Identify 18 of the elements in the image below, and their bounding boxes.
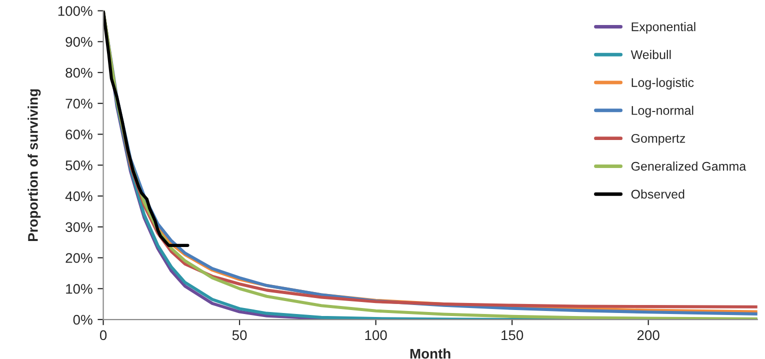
y-tick-label: 10% xyxy=(66,284,92,294)
y-tick-label: 40% xyxy=(65,191,92,202)
y-tick-label: 90% xyxy=(66,36,92,47)
y-tick-label: 100% xyxy=(58,6,92,16)
y-tick-label: 60% xyxy=(66,130,92,140)
y-tick-label: 20% xyxy=(66,253,92,263)
y-tick-label: 50% xyxy=(66,160,92,170)
x-tick-label: 200 xyxy=(637,330,660,340)
x-axis-title: Month xyxy=(410,348,450,359)
x-tick-label: 150 xyxy=(502,330,524,340)
x-tick-label: 100 xyxy=(365,330,387,340)
x-tick-label: 50 xyxy=(232,330,247,340)
y-tick-label: 80% xyxy=(66,68,92,78)
y-tick-label: 0% xyxy=(73,314,92,325)
x-tick-label: 0 xyxy=(100,330,107,340)
y-axis-title: Proportion of surviving xyxy=(28,89,41,241)
y-tick-label: 30% xyxy=(66,222,92,232)
y-tick-label: 70% xyxy=(66,98,92,109)
